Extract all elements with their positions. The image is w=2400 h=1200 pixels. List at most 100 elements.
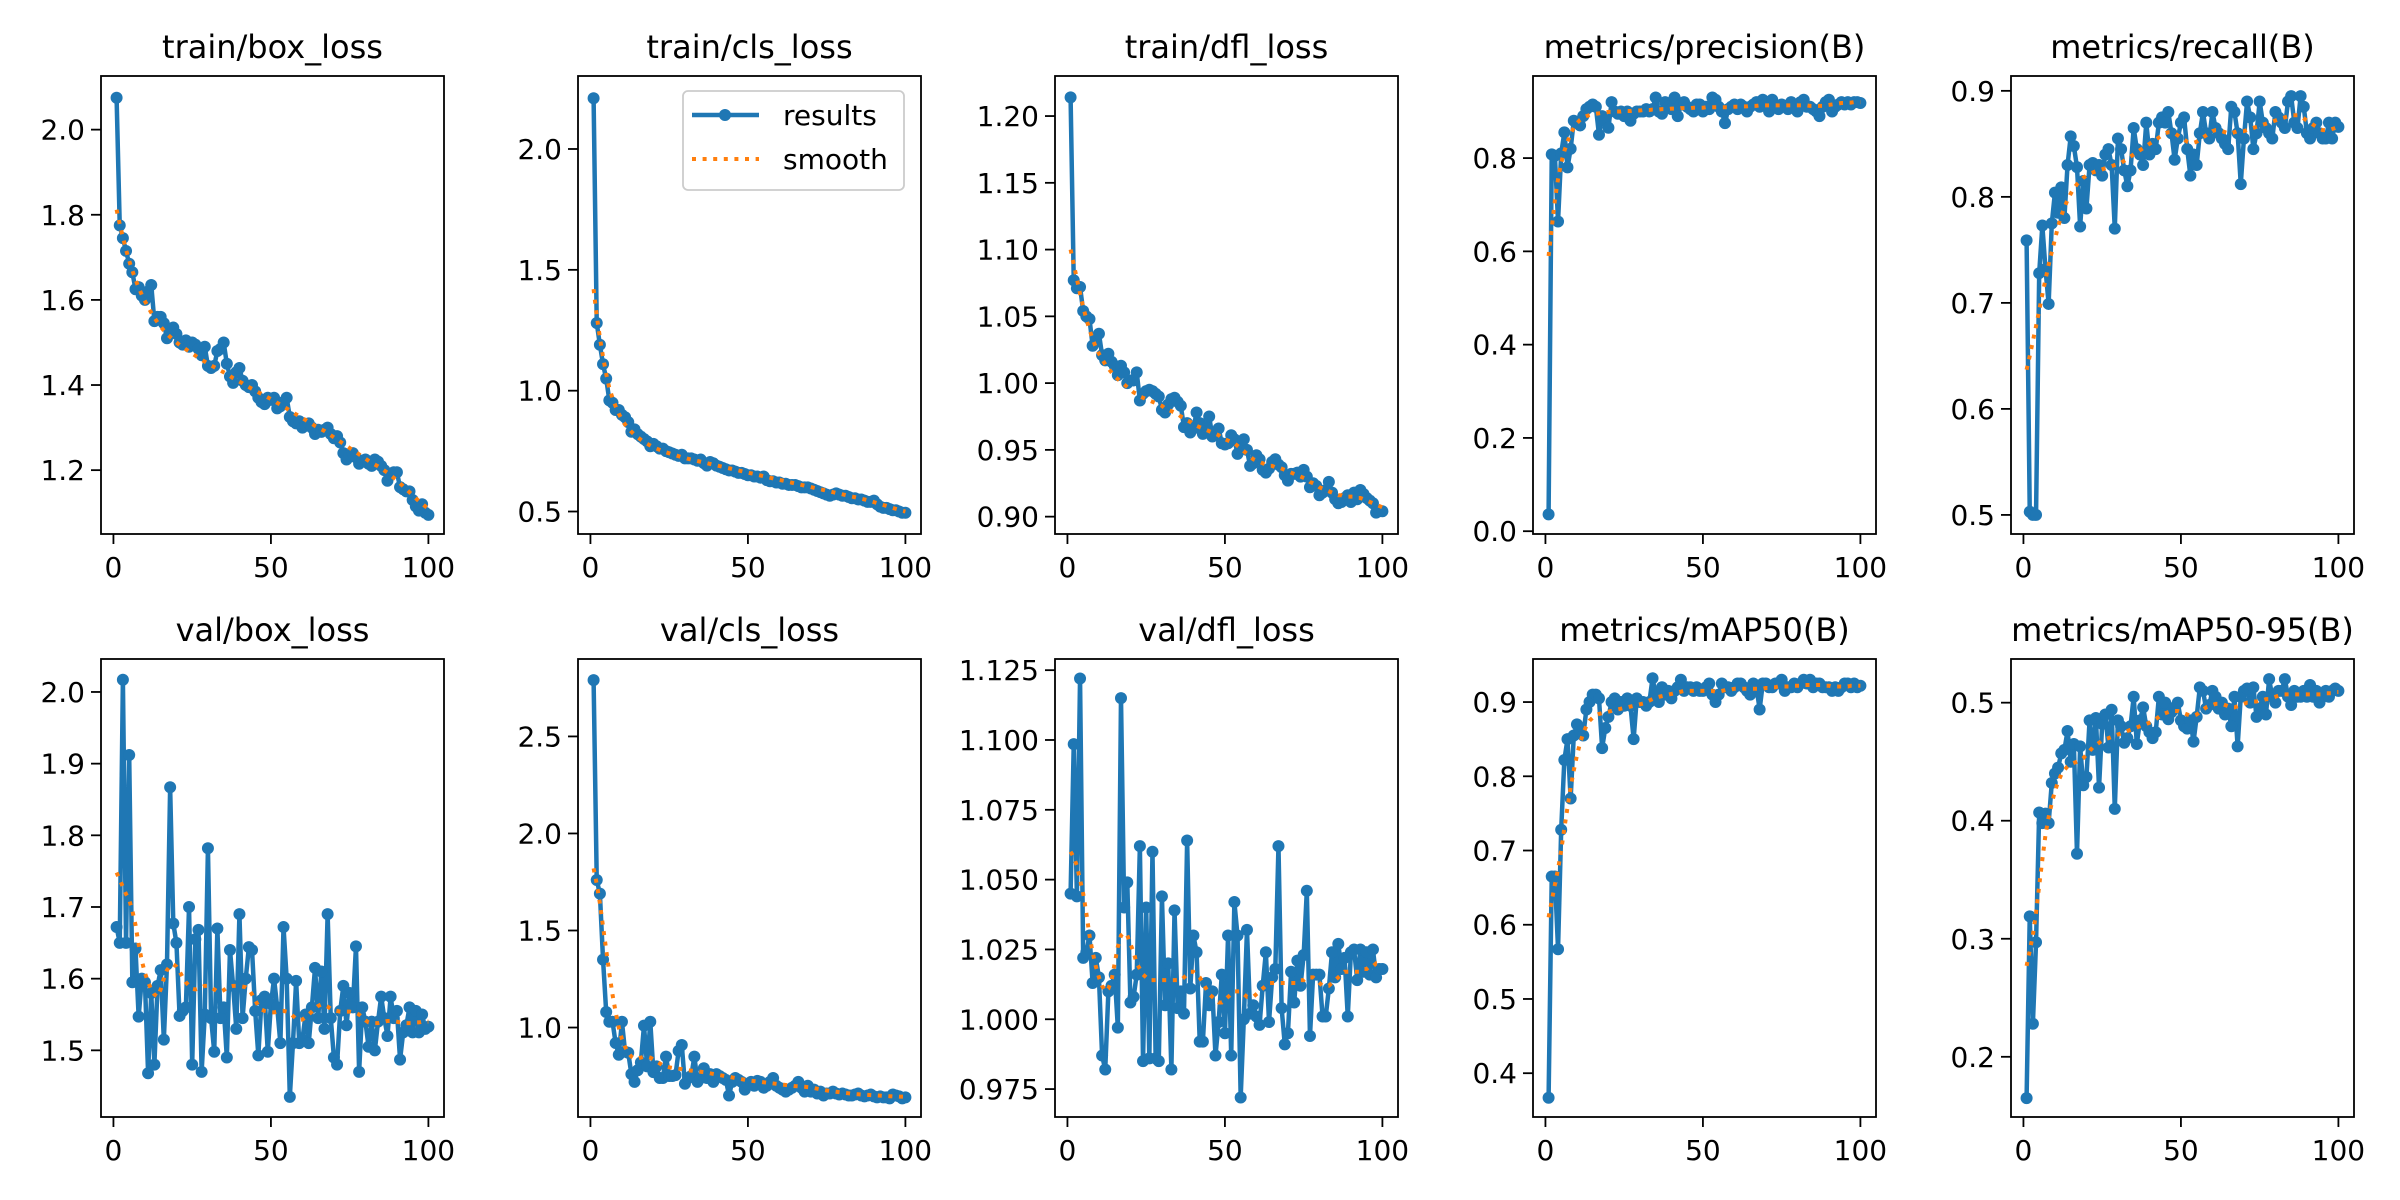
results-point [416,1008,429,1021]
results-point [1190,406,1203,419]
x-tick-label: 50 [730,551,766,584]
results-point [593,887,606,900]
results-point [1067,738,1080,751]
x-tick-label: 50 [1207,551,1243,584]
plot-area [1064,91,1389,519]
results-point [1190,946,1203,959]
results-point [2244,111,2257,124]
results-point [1152,1055,1165,1068]
results-point [609,1037,622,1050]
results-point [1111,1021,1124,1034]
axes-frame [1054,75,1399,535]
results-point [1558,126,1571,139]
results-point [1300,884,1313,897]
results-point [1275,1002,1288,1015]
results-point [1146,845,1159,858]
results-point [211,922,224,935]
results-point [1159,999,1172,1012]
results-point [353,1065,366,1078]
y-tick-label: 1.7 [40,891,85,924]
y-tick-label: 2.0 [40,676,85,709]
subplot-metrics-map50-95-b: metrics/mAP50-95(B) 0 50 100 0.2 0.3 0.4 0.5 [1950,611,2365,1167]
results-point [2064,755,2077,768]
results-point [120,936,133,949]
results-point [2149,726,2162,739]
results-point [167,917,180,930]
x-tick-label: 50 [253,551,289,584]
results-point [2231,740,2244,753]
results-point [2241,95,2254,108]
results-point [2291,121,2304,134]
y-tick-label: 1.5 [517,915,562,948]
results-point [223,944,236,956]
results-point [2278,673,2291,686]
subplot-val-dfl-loss: val/dfl_loss 0 50 100 0.975 1.000 1.025 1.050 1.… [959,611,1409,1167]
subplot-metrics-recall-b: metrics/recall(B) 0 50 100 0.5 0.6 0.7 0.8 0.9 [1950,28,2365,584]
y-tick-label: 0.6 [1472,909,1517,942]
smooth-line [114,871,429,1026]
results-point [280,972,293,985]
x-tick-label: 100 [879,551,932,584]
results-point [1376,505,1389,518]
results-point [422,1020,435,1033]
results-point [290,974,303,987]
x-tick-label: 0 [2015,551,2033,584]
y-tick-label: 1.15 [977,167,1039,200]
results-point [2184,169,2197,182]
results-point [208,1045,221,1058]
results-point [1263,1016,1276,1029]
results-point [142,1067,155,1080]
subplot-train-box-loss: train/box_loss 0 50 100 1.2 1.4 1.6 1.8 2.0 [40,28,455,584]
results-point [214,1012,227,1025]
results-point [2105,703,2118,716]
results-point [1203,410,1216,423]
results-point [2234,178,2247,191]
results-point [1322,475,1335,488]
results-point [1247,999,1260,1012]
results-point [1592,692,1605,705]
results-point [2285,699,2298,712]
results-point [1561,161,1574,174]
results-point [2196,684,2209,697]
x-tick-label: 50 [1207,1134,1243,1167]
results-point [1064,91,1077,104]
results-point [2023,910,2036,923]
results-point [2127,690,2140,703]
results-point [2102,741,2115,754]
y-tick-label: 0.5 [1950,687,1995,720]
results-point [2096,169,2109,182]
results-point [1231,447,1244,460]
results-point [220,357,233,370]
results-point [723,1089,736,1102]
y-tick-label: 0.0 [1472,515,1517,548]
results-point [1272,840,1285,853]
subplot-title: train/box_loss [162,28,383,66]
x-tick-label: 50 [2163,551,2199,584]
subplot-title: metrics/mAP50(B) [1559,611,1850,649]
results-point [1240,923,1253,936]
results-point [1319,1010,1332,1023]
results-point [356,1001,369,1014]
results-point [1133,840,1146,853]
results-point [233,362,246,374]
results-point [390,466,403,479]
results-point [1341,1010,1354,1023]
results-point [1259,946,1272,959]
results-point [324,1012,337,1025]
results-point [587,674,600,687]
results-point [1558,753,1571,766]
results-point [2115,143,2128,156]
y-tick-label: 1.00 [977,367,1039,400]
x-tick-label: 0 [1059,1134,1077,1167]
results-point [205,1012,218,1025]
results-point [2247,143,2260,156]
y-tick-label: 1.5 [40,1034,85,1067]
results-point [422,508,435,521]
results-point [1297,949,1310,962]
plot-area [1064,672,1389,1104]
plot-area [2020,90,2345,521]
x-tick-label: 0 [1537,551,1555,584]
results-point [1256,979,1269,992]
plot-area [587,92,912,519]
results-point [381,1030,394,1043]
